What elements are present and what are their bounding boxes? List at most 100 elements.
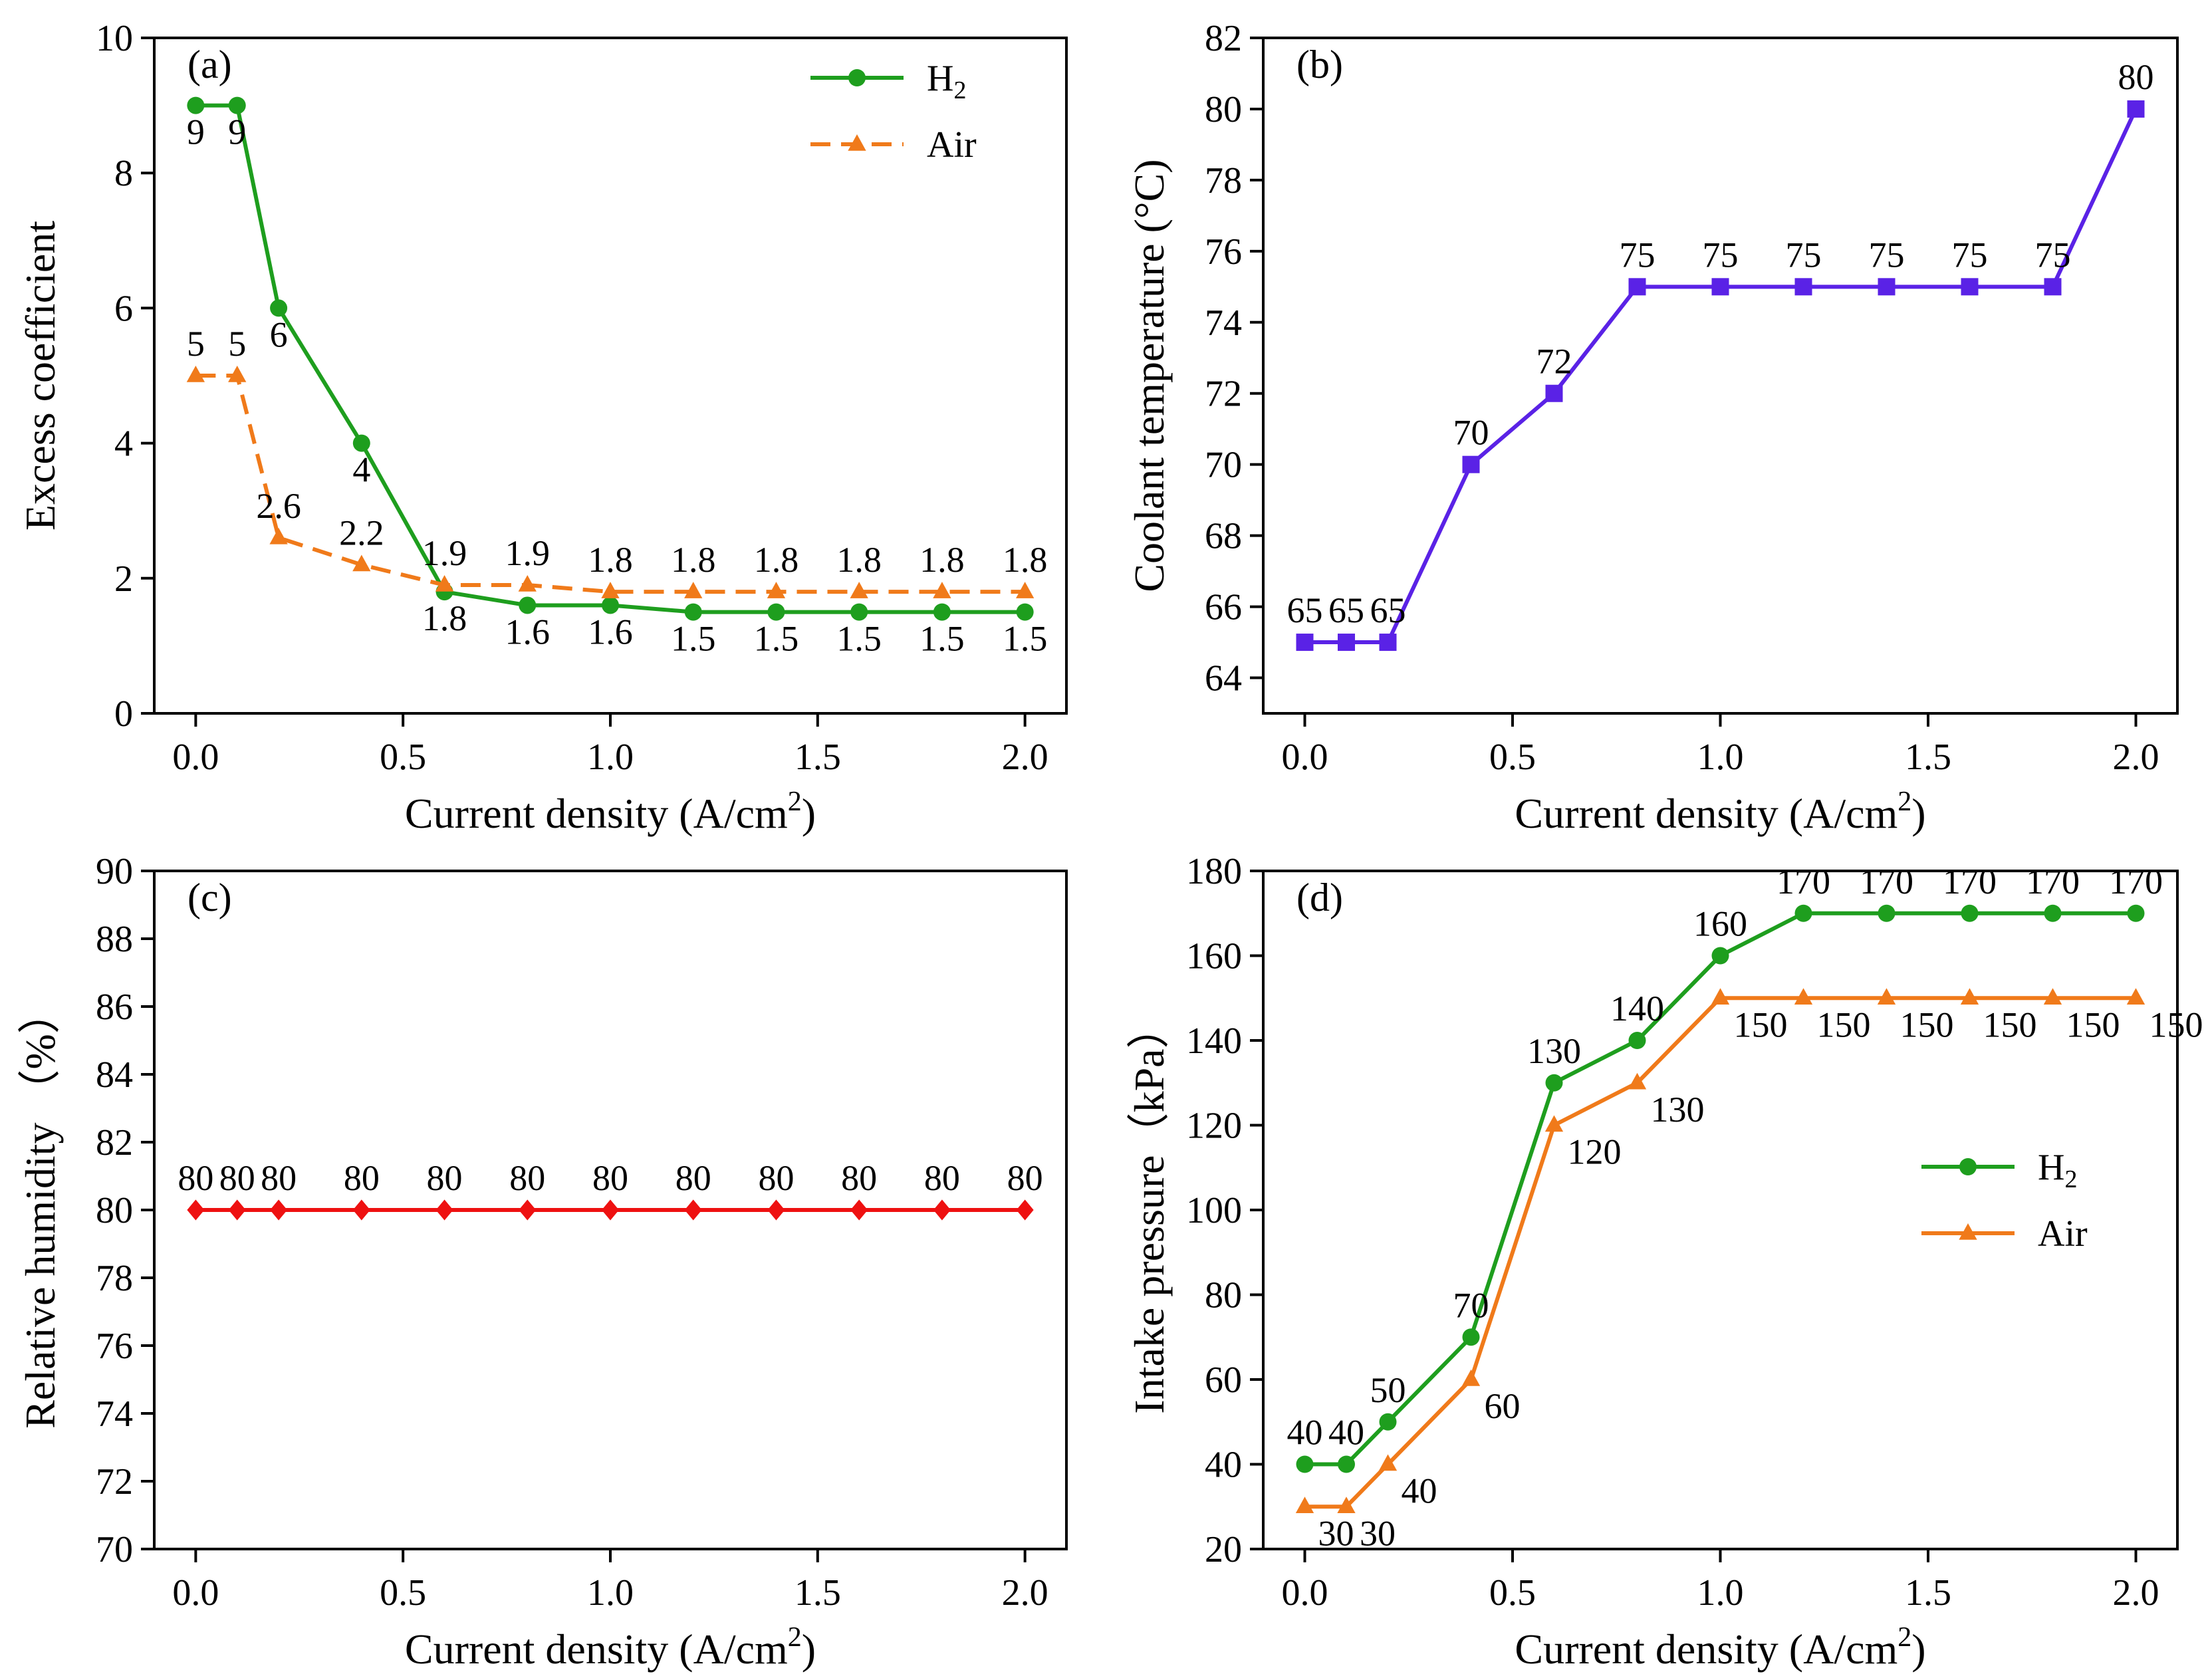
data-label: 1.6 xyxy=(505,612,551,652)
y-tick-label: 78 xyxy=(1205,160,1242,201)
data-point xyxy=(1016,603,1034,621)
data-point xyxy=(602,1199,619,1221)
x-axis-title-main: Current density (A/cm xyxy=(405,790,788,837)
legend-label-sub: 2 xyxy=(2064,1165,2077,1193)
x-axis-title: Current density (A/cm2) xyxy=(1515,1622,1925,1673)
data-label: 30 xyxy=(1318,1513,1354,1553)
data-point xyxy=(1545,384,1563,402)
data-point xyxy=(684,603,702,621)
y-tick-label: 84 xyxy=(96,1054,133,1096)
data-label: 1.9 xyxy=(505,533,551,573)
x-axis-title-sup: 2 xyxy=(788,786,802,817)
data-point xyxy=(435,1199,453,1221)
data-point xyxy=(2126,988,2145,1005)
y-tick-label: 70 xyxy=(1205,445,1242,486)
data-point xyxy=(2043,988,2062,1005)
data-label: 1.6 xyxy=(588,612,633,652)
data-point xyxy=(767,603,785,621)
data-label: 75 xyxy=(1703,235,1739,275)
y-axis-title: Intake pressure（kPa） xyxy=(1126,1006,1173,1413)
x-tick-label: 1.0 xyxy=(587,737,634,778)
series-1: 5 5 2.6 2.2 1.9 1.9 1.8 1.8 1.8 1.8 1.8 1.8 xyxy=(186,324,1048,598)
x-axis-title: Current density (A/cm2) xyxy=(405,786,816,837)
chart-panel-2: (c) 0.0 0.5 1.0 1.5 2.0 70 72 74 76 78 80 82 84 86 88 90… xyxy=(17,851,1068,1673)
legend-label-main: Air xyxy=(927,124,977,166)
y-tick-label: 72 xyxy=(96,1461,133,1502)
y-tick-label: 80 xyxy=(1205,89,1242,130)
x-tick-label: 2.0 xyxy=(2113,737,2159,778)
data-label: 75 xyxy=(1952,235,1988,275)
data-label: 70 xyxy=(1453,1285,1489,1325)
data-label: 80 xyxy=(427,1158,463,1198)
data-label: 80 xyxy=(344,1158,380,1198)
y-tick-label: 80 xyxy=(1205,1275,1242,1316)
legend: H2 Air xyxy=(810,58,977,166)
data-point xyxy=(269,527,288,544)
legend-item: Air xyxy=(1921,1213,2088,1255)
data-label: 5 xyxy=(228,324,246,364)
data-label: 150 xyxy=(1983,1005,2037,1044)
data-label: 1.8 xyxy=(919,540,965,580)
x-tick-label: 1.0 xyxy=(1697,737,1744,778)
data-label: 1.5 xyxy=(836,619,882,659)
plot-area-frame xyxy=(1262,870,2179,1550)
legend-marker xyxy=(1959,1158,1977,1175)
data-label: 65 xyxy=(1287,590,1323,630)
panel-label: (a) xyxy=(187,43,232,86)
y-tick-label: 140 xyxy=(1186,1020,1242,1062)
data-point xyxy=(1338,634,1355,652)
y-tick-label: 160 xyxy=(1186,936,1242,977)
data-point xyxy=(1794,988,1813,1005)
y-tick-label: 70 xyxy=(96,1529,133,1570)
series-line xyxy=(195,103,1025,614)
data-point xyxy=(1015,582,1035,598)
data-label: 150 xyxy=(1900,1005,1954,1044)
data-label: 2.6 xyxy=(256,486,301,526)
legend: H2 Air xyxy=(1921,1147,2088,1255)
data-label: 5 xyxy=(187,324,205,364)
data-label: 70 xyxy=(1453,413,1489,453)
data-label: 1.8 xyxy=(1003,540,1048,580)
x-axis-title-end: ) xyxy=(1911,1625,1925,1673)
x-tick-label: 1.0 xyxy=(587,1572,634,1614)
data-point xyxy=(1545,1074,1563,1092)
data-point xyxy=(2127,904,2145,922)
data-point xyxy=(186,366,205,382)
x-axis-title-sup: 2 xyxy=(788,1622,802,1653)
data-label: 150 xyxy=(2066,1005,2120,1044)
data-label: 1.8 xyxy=(588,540,633,580)
y-tick-label: 64 xyxy=(1205,658,1242,699)
y-tick-label: 20 xyxy=(1205,1529,1242,1570)
y-axis-title: Excess coefficient xyxy=(17,221,64,531)
data-label: 130 xyxy=(1651,1090,1705,1130)
data-point xyxy=(1794,904,1812,922)
x-axis-title-end: ) xyxy=(1911,790,1925,837)
data-label: 120 xyxy=(1568,1132,1622,1172)
legend-label: Air xyxy=(2038,1213,2088,1255)
data-label: 65 xyxy=(1370,590,1406,630)
x-tick-label: 0.5 xyxy=(380,1572,426,1614)
y-tick-label: 0 xyxy=(114,693,133,735)
data-point xyxy=(518,575,537,592)
data-point xyxy=(1462,455,1480,473)
data-point xyxy=(228,96,246,114)
data-point xyxy=(1338,1455,1355,1473)
data-label: 150 xyxy=(2149,1005,2203,1044)
legend-label-main: H xyxy=(2038,1147,2064,1188)
data-label: 170 xyxy=(2109,862,2163,901)
data-point xyxy=(850,603,868,621)
data-point xyxy=(767,1199,785,1221)
panel-label: (b) xyxy=(1296,43,1343,86)
data-label: 80 xyxy=(758,1158,794,1198)
legend-item: H2 xyxy=(810,58,966,104)
y-tick-label: 6 xyxy=(114,288,133,329)
x-tick-label: 2.0 xyxy=(1002,1572,1048,1614)
legend-label-main: H xyxy=(927,58,953,99)
data-label: 75 xyxy=(1786,235,1822,275)
x-tick-label: 0.5 xyxy=(1489,1572,1536,1614)
data-point xyxy=(1960,988,1979,1005)
panel-label: (c) xyxy=(187,876,232,919)
legend-marker xyxy=(848,69,866,86)
legend-label: H2 xyxy=(927,58,966,104)
x-tick-label: 0.0 xyxy=(1282,1572,1328,1614)
